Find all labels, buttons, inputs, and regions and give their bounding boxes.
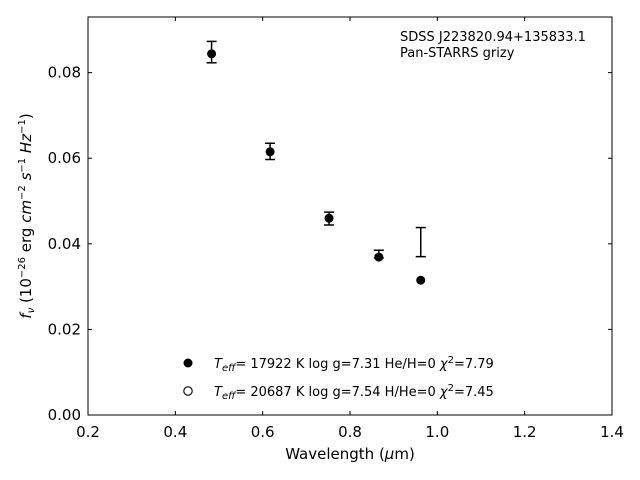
legend-marker-open — [183, 386, 193, 396]
model-point-filled — [207, 49, 217, 59]
x-tick-label: 0.6 — [251, 423, 275, 441]
model-point-filled — [324, 213, 334, 223]
y-tick-label: 0.08 — [48, 64, 81, 82]
y-tick-label: 0.06 — [48, 149, 81, 167]
x-axis-title: Wavelength (μm) — [285, 445, 415, 463]
legend-marker-filled — [183, 358, 193, 368]
y-tick-label: 0.00 — [48, 406, 81, 424]
data-points — [207, 49, 426, 285]
legend: Teff= 17922 K log g=7.31 He/H=0 χ2=7.79 … — [183, 355, 494, 402]
x-tick-label: 0.8 — [338, 423, 362, 441]
model-point-filled — [416, 275, 426, 285]
x-tick-label: 1.2 — [513, 423, 537, 441]
y-tick-label: 0.04 — [48, 235, 81, 253]
x-tick-label: 1.0 — [425, 423, 449, 441]
plot-background — [88, 17, 612, 415]
y-axis-title: fν (10−26 erg cm−2 s−1 Hz−1) — [17, 113, 37, 318]
x-tick-label: 0.2 — [76, 423, 100, 441]
plot-frame — [87, 16, 613, 416]
legend-entry-2: Teff= 20687 K log g=7.54 H/He=0 χ2=7.45 — [214, 383, 494, 402]
x-tick-label: 0.4 — [163, 423, 187, 441]
annotation-line-2: Pan-STARRS grizy — [400, 46, 515, 61]
y-tick-label: 0.02 — [48, 320, 81, 338]
legend-entry-1: Teff= 17922 K log g=7.31 He/H=0 χ2=7.79 — [214, 355, 494, 374]
model-point-filled — [265, 147, 275, 157]
model-point-filled — [374, 252, 384, 262]
x-tick-label: 1.4 — [600, 423, 624, 441]
annotation-line-1: SDSS J223820.94+135833.1 — [400, 30, 586, 45]
